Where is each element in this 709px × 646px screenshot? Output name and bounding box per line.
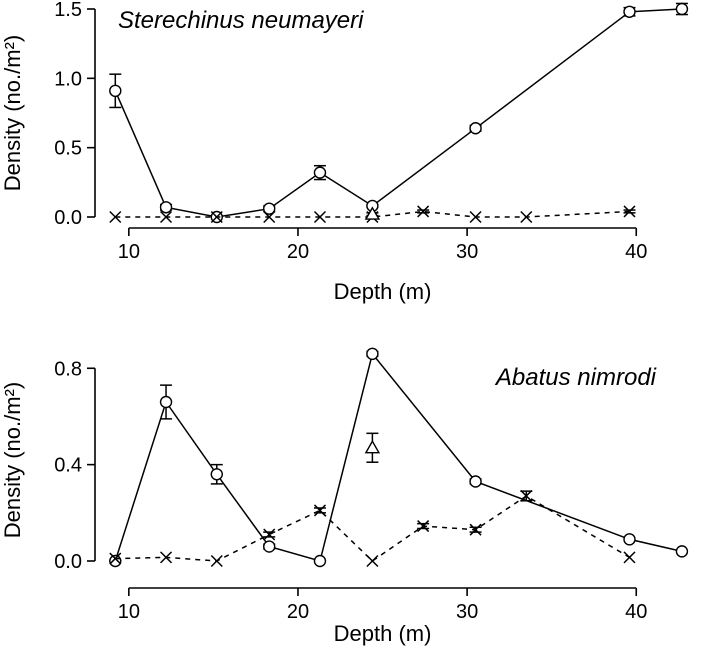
data-point-x xyxy=(313,210,326,224)
data-point-circle xyxy=(469,475,482,488)
data-point-circle xyxy=(263,540,276,553)
x-stroke xyxy=(160,551,173,564)
series-x xyxy=(109,489,636,568)
data-point-x xyxy=(520,489,533,502)
x-stroke xyxy=(520,210,533,224)
x-stroke xyxy=(623,205,636,218)
data-point-x xyxy=(366,554,379,568)
y-tick-label: 0.0 xyxy=(54,551,82,573)
x-stroke xyxy=(109,552,122,565)
data-point-circle xyxy=(675,545,689,558)
y-tick-label: 0.4 xyxy=(54,455,82,477)
data-point-circle xyxy=(159,395,173,409)
data-point-circle xyxy=(109,554,122,568)
series-line xyxy=(115,210,630,218)
data-point-x xyxy=(210,554,223,568)
data-point-circle xyxy=(623,5,636,18)
x-axis-title: Depth (m) xyxy=(334,279,432,304)
panel-title: Abatus nimrodi xyxy=(494,364,657,391)
x-stroke xyxy=(210,210,223,224)
x-stroke xyxy=(623,551,636,564)
data-point-x xyxy=(160,551,173,564)
series-circle xyxy=(109,2,689,224)
y-tick-label: 0.8 xyxy=(54,358,82,380)
series-triangle xyxy=(364,206,381,220)
x-stroke xyxy=(263,528,276,541)
y-tick-label: 1.5 xyxy=(54,0,82,21)
series-x xyxy=(109,205,636,224)
panel-title: Sterechinus neumayeri xyxy=(118,7,364,34)
x-stroke xyxy=(109,210,122,224)
x-stroke xyxy=(263,210,276,224)
data-point-triangle xyxy=(364,439,381,454)
data-point-circle xyxy=(159,201,173,214)
data-point-x xyxy=(109,552,122,565)
x-tick-label: 30 xyxy=(456,601,478,623)
x-tick-label: 10 xyxy=(118,241,140,263)
x-stroke xyxy=(160,210,173,224)
data-point-circle xyxy=(313,554,327,568)
x-stroke xyxy=(469,210,482,224)
data-point-x xyxy=(623,551,636,564)
y-axis-title: Density (no./m²) xyxy=(0,35,25,191)
y-tick-label: 0.5 xyxy=(54,138,82,160)
x-stroke xyxy=(469,523,482,536)
data-point-circle xyxy=(263,202,276,215)
x-stroke xyxy=(520,489,533,502)
data-point-x xyxy=(160,210,173,224)
x-stroke xyxy=(313,504,326,517)
data-point-circle xyxy=(313,166,327,179)
data-point-x xyxy=(210,210,223,224)
chart-panel-1: 10 20 30 40 0.0 0.5 1.0 1.5 Depth (m) Density (no… xyxy=(0,0,689,304)
data-point-circle xyxy=(623,533,636,546)
data-point-x xyxy=(263,210,276,224)
y-tick-label: 1.0 xyxy=(54,68,82,90)
x-tick-label: 10 xyxy=(118,601,140,623)
data-point-x xyxy=(109,210,122,224)
data-point-x xyxy=(313,504,326,517)
data-point-circle xyxy=(109,84,122,98)
data-point-circle xyxy=(469,122,482,135)
data-point-x xyxy=(417,205,430,218)
x-tick-label: 20 xyxy=(287,241,309,263)
data-point-x xyxy=(469,523,482,536)
data-point-circle xyxy=(675,2,689,16)
x-tick-label: 40 xyxy=(625,601,647,623)
series-triangle xyxy=(364,432,381,463)
x-tick-label: 30 xyxy=(456,241,478,263)
chart-panel-2: 10 20 30 40 0.0 0.4 0.8 Depth (m) Density (no./m… xyxy=(0,347,689,646)
x-axis-title: Depth (m) xyxy=(334,621,432,646)
data-point-circle xyxy=(366,347,379,361)
series-circle xyxy=(109,347,689,568)
x-stroke xyxy=(366,554,379,568)
data-point-x xyxy=(623,205,636,218)
x-stroke xyxy=(313,210,326,224)
x-tick-label: 20 xyxy=(287,601,309,623)
x-tick-label: 40 xyxy=(625,241,647,263)
series-line xyxy=(115,495,630,562)
y-tick-label: 0.0 xyxy=(54,207,82,229)
data-point-x xyxy=(520,210,533,224)
x-stroke xyxy=(417,205,430,218)
y-axis-title: Density (no./m²) xyxy=(0,382,25,538)
data-point-circle xyxy=(210,468,223,481)
x-stroke xyxy=(417,520,430,533)
data-point-triangle xyxy=(364,206,381,220)
x-stroke xyxy=(210,554,223,568)
data-point-x xyxy=(469,210,482,224)
series-line xyxy=(114,8,682,218)
data-point-x xyxy=(263,528,276,541)
data-point-x xyxy=(417,520,430,533)
